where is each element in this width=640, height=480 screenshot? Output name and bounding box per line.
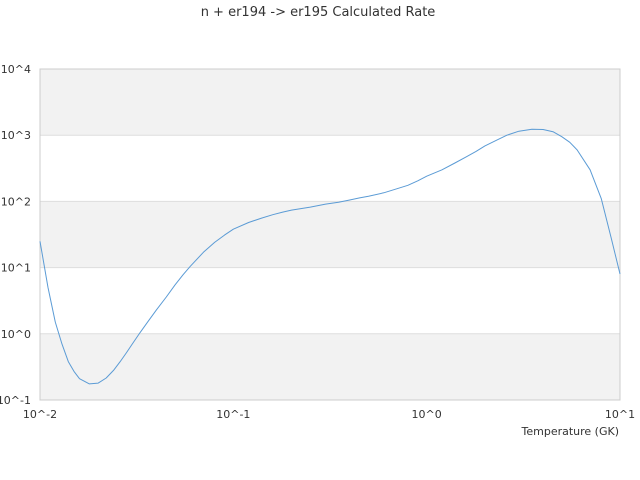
grid-band bbox=[40, 267, 620, 334]
y-tick-label: 10^2 bbox=[1, 195, 31, 208]
series-layer bbox=[39, 128, 621, 385]
x-tick-label: 10^1 bbox=[605, 408, 635, 421]
grid-band bbox=[40, 333, 620, 400]
x-axis-label: Temperature (GK) bbox=[521, 425, 620, 438]
chart-title: n + er194 -> er195 Calculated Rate bbox=[201, 5, 436, 20]
y-tick-label: 10^3 bbox=[1, 129, 31, 142]
grid-band bbox=[40, 69, 620, 136]
rate-series-line bbox=[39, 128, 621, 385]
x-tick-label: 10^-1 bbox=[216, 408, 250, 421]
x-tick-labels: 10^-2 10^-1 10^0 10^1 bbox=[23, 408, 635, 421]
y-tick-label: 10^0 bbox=[1, 328, 31, 341]
x-tick-label: 10^-2 bbox=[23, 408, 57, 421]
plot-background-bands bbox=[40, 69, 620, 400]
grid-band bbox=[40, 201, 620, 268]
y-tick-labels: 10^-1 10^0 10^1 10^2 10^3 10^4 bbox=[0, 63, 31, 407]
grid-band bbox=[40, 135, 620, 202]
plot-frame bbox=[39, 68, 621, 401]
y-tick-label: 10^-1 bbox=[0, 394, 31, 407]
y-tick-label: 10^4 bbox=[1, 63, 31, 76]
x-tick-label: 10^0 bbox=[412, 408, 442, 421]
y-tick-label: 10^1 bbox=[1, 262, 31, 275]
